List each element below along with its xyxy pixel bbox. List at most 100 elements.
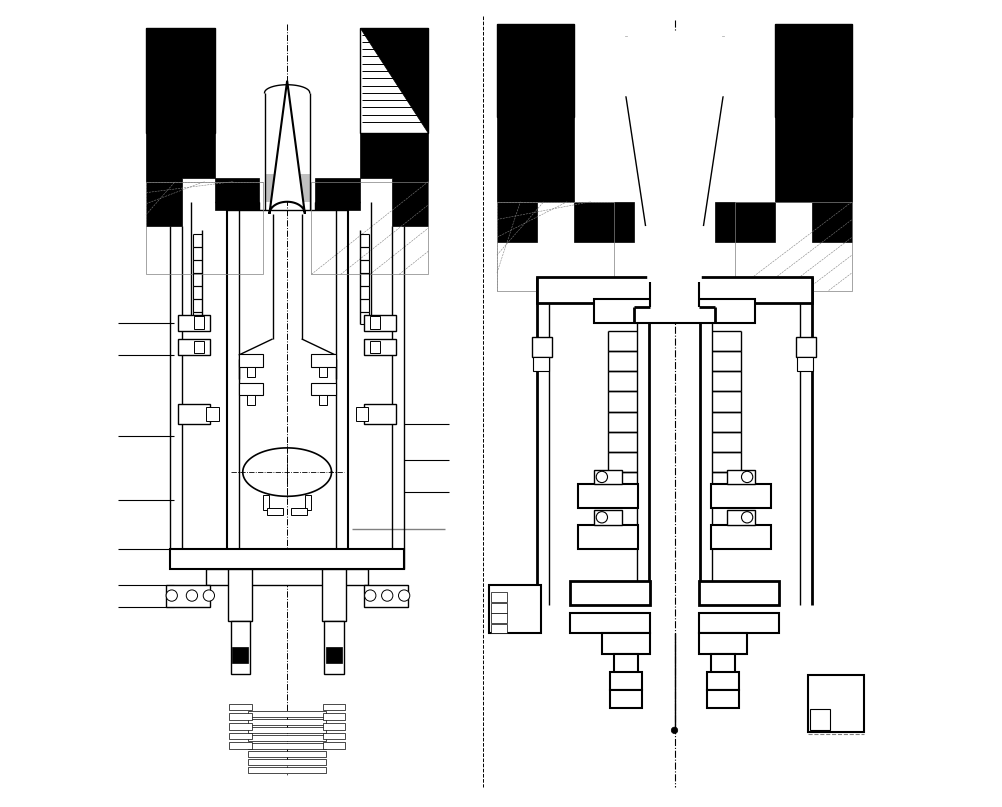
Bar <box>323 723 346 730</box>
Polygon shape <box>497 117 573 242</box>
Bar <box>698 633 747 654</box>
Bar <box>325 621 344 674</box>
Bar <box>312 354 336 367</box>
Bar <box>706 672 739 690</box>
Circle shape <box>596 471 607 483</box>
Bar <box>230 621 250 674</box>
Bar <box>796 337 816 357</box>
Bar <box>710 484 772 508</box>
Bar <box>735 202 852 291</box>
Bar <box>248 767 326 773</box>
Bar <box>537 277 812 303</box>
Bar <box>248 743 326 749</box>
Bar <box>229 733 252 739</box>
Bar <box>248 735 326 741</box>
Bar <box>229 723 252 730</box>
Bar <box>491 613 507 623</box>
Polygon shape <box>573 202 634 242</box>
Circle shape <box>166 590 177 601</box>
Bar <box>489 585 541 633</box>
Bar <box>320 367 328 377</box>
Bar <box>808 675 864 732</box>
Bar <box>594 299 756 323</box>
Bar <box>323 742 346 749</box>
Bar <box>651 32 698 307</box>
Bar <box>776 24 852 117</box>
Bar <box>178 339 210 355</box>
Bar <box>727 510 756 525</box>
Bar <box>569 581 650 605</box>
Polygon shape <box>146 28 214 133</box>
Bar <box>229 704 252 710</box>
Bar <box>248 751 326 757</box>
Bar <box>594 470 622 484</box>
Circle shape <box>741 471 753 483</box>
Bar <box>170 549 404 569</box>
Bar <box>206 569 368 585</box>
Bar <box>491 624 507 633</box>
Polygon shape <box>714 202 776 242</box>
Bar <box>312 182 429 274</box>
Bar <box>533 357 549 371</box>
Bar <box>532 337 552 357</box>
Bar <box>497 202 614 291</box>
Circle shape <box>186 590 197 601</box>
Bar <box>727 470 756 484</box>
Bar <box>232 647 248 663</box>
Bar <box>178 404 210 424</box>
Bar <box>146 182 263 274</box>
Bar <box>194 341 204 353</box>
Bar <box>710 525 772 549</box>
Circle shape <box>365 590 376 601</box>
Circle shape <box>399 590 410 601</box>
Bar <box>323 713 346 720</box>
Bar <box>706 690 739 708</box>
Circle shape <box>382 590 393 601</box>
Polygon shape <box>214 178 259 210</box>
Bar <box>610 672 642 690</box>
Bar <box>322 569 346 621</box>
Circle shape <box>671 727 677 734</box>
Bar <box>798 357 814 371</box>
Bar <box>248 711 326 717</box>
Polygon shape <box>776 24 852 117</box>
Bar <box>614 654 638 674</box>
Bar <box>356 407 368 421</box>
Polygon shape <box>698 93 722 226</box>
Bar <box>238 354 263 367</box>
Bar <box>569 613 650 633</box>
Bar <box>229 713 252 720</box>
Bar <box>146 28 214 133</box>
Bar <box>248 759 326 765</box>
Bar <box>265 174 310 202</box>
Bar <box>166 585 210 607</box>
Bar <box>491 592 507 602</box>
Bar <box>238 383 263 395</box>
Polygon shape <box>776 117 852 242</box>
Bar <box>206 407 218 421</box>
Bar <box>578 484 638 508</box>
Bar <box>610 690 642 708</box>
Bar <box>360 28 429 133</box>
Bar <box>371 316 380 329</box>
Circle shape <box>741 512 753 523</box>
Bar <box>364 315 396 331</box>
Bar <box>710 654 735 674</box>
Bar <box>364 585 408 607</box>
Bar <box>292 508 308 515</box>
Polygon shape <box>360 28 429 226</box>
Bar <box>263 495 270 510</box>
Bar <box>246 367 255 377</box>
Bar <box>194 316 204 329</box>
Bar <box>326 647 342 663</box>
Bar <box>305 495 312 510</box>
Bar <box>248 727 326 733</box>
Bar <box>312 383 336 395</box>
Polygon shape <box>146 133 214 226</box>
Bar <box>698 613 780 633</box>
Circle shape <box>203 590 214 601</box>
Bar <box>178 315 210 331</box>
Bar <box>371 341 380 353</box>
Bar <box>364 404 396 424</box>
Bar <box>594 510 622 525</box>
